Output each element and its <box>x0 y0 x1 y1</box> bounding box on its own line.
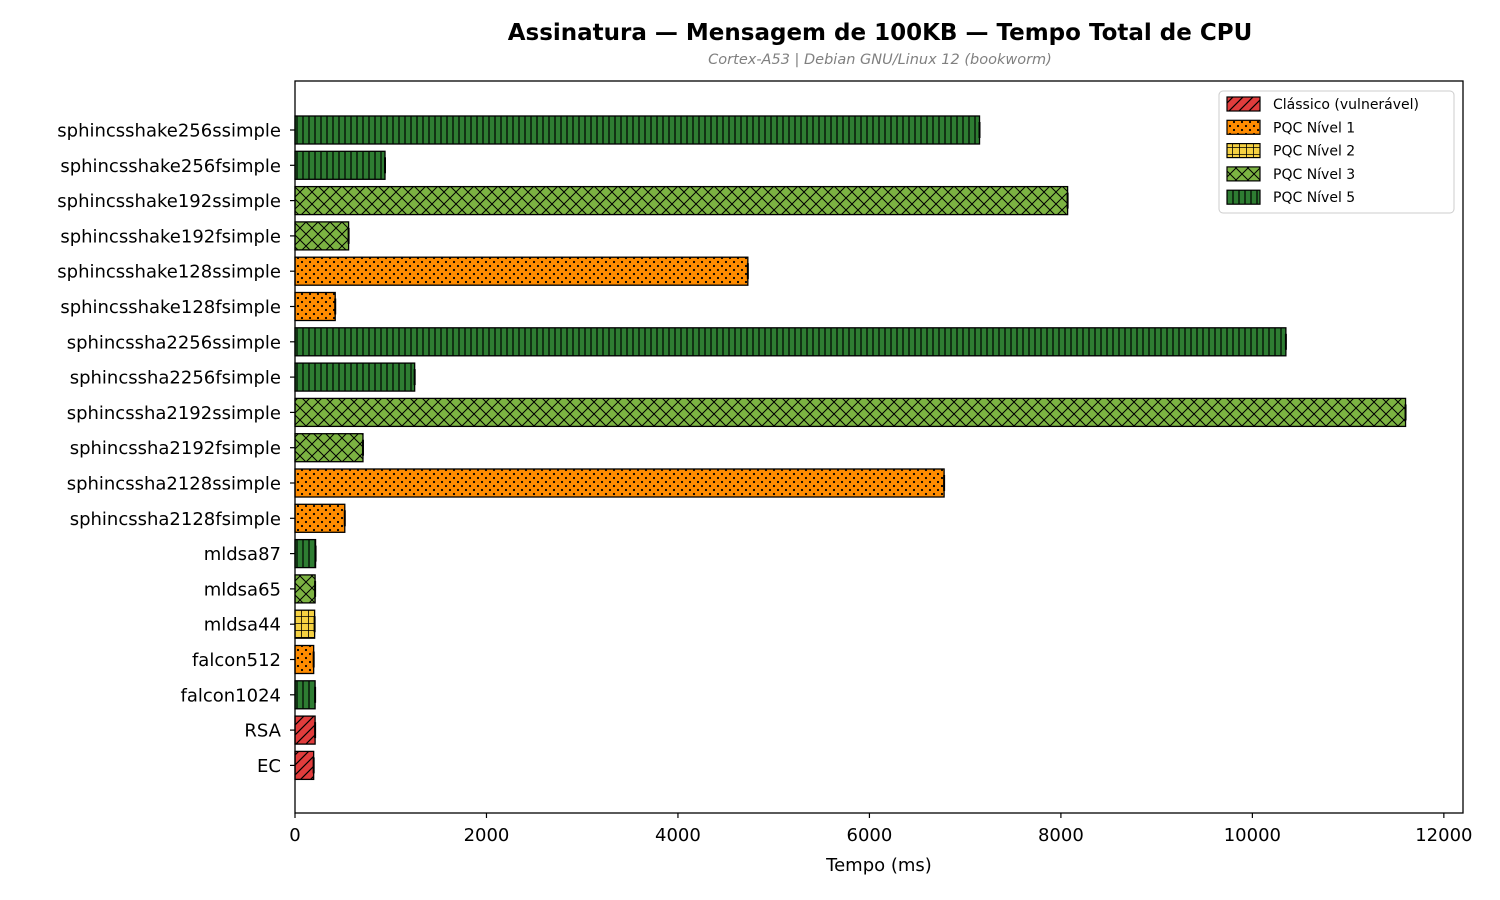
legend-swatch <box>1226 96 1261 112</box>
x-tick-label: 6000 <box>847 825 893 846</box>
y-tick-label: sphincssha2192ssimple <box>67 403 281 424</box>
x-tick-label: 4000 <box>655 825 701 846</box>
x-tick-label: 2000 <box>464 825 510 846</box>
x-tick-label: 8000 <box>1038 825 1084 846</box>
bar-sphincssha2256ssimple <box>294 327 1287 357</box>
x-tick-label: 0 <box>289 825 300 846</box>
y-tick-label: falcon512 <box>192 650 281 671</box>
x-tick-label: 10000 <box>1224 825 1281 846</box>
y-tick-label: mldsa87 <box>204 544 281 565</box>
y-tick-label: mldsa65 <box>204 579 281 600</box>
legend-label: PQC Nível 1 <box>1273 120 1355 136</box>
legend-label: PQC Nível 5 <box>1273 190 1355 206</box>
bar-sphincssha2128fsimple <box>294 503 346 533</box>
legend-swatch <box>1226 119 1261 135</box>
bar-falcon1024 <box>294 680 316 710</box>
bar-RSA <box>294 715 316 745</box>
legend-box <box>1218 90 1455 214</box>
y-tick-label: sphincsshake128ssimple <box>57 262 281 283</box>
y-tick-label: RSA <box>244 721 281 742</box>
legend-label: PQC Nível 2 <box>1273 144 1355 160</box>
y-tick-label: sphincssha2128ssimple <box>67 474 281 495</box>
chart-title: Assinatura — Mensagem de 100KB — Tempo T… <box>508 20 1253 46</box>
y-tick-label: sphincsshake256ssimple <box>57 121 281 142</box>
y-tick-label: falcon1024 <box>181 685 282 706</box>
bar-mldsa87 <box>294 538 317 569</box>
plot-frame <box>294 80 1464 814</box>
bar-sphincsshake128ssimple <box>294 256 749 286</box>
y-tick-label: sphincsshake192ssimple <box>57 191 281 212</box>
bar-sphincssha2192fsimple <box>294 433 364 463</box>
legend: Clássico (vulnerável) PQC Nível 1 PQC Níve… <box>1218 90 1455 214</box>
legend-label: PQC Nível 3 <box>1273 167 1355 183</box>
x-axis-label: Tempo (ms) <box>825 855 932 876</box>
chart-subtitle: Cortex-A53 | Debian GNU/Linux 12 (bookwo… <box>708 52 1052 68</box>
bar-sphincsshake256ssimple <box>294 115 981 145</box>
bar-sphincsshake128fsimple <box>294 291 336 322</box>
bar-sphincssha2192ssimple <box>294 397 1407 428</box>
y-tick-label: EC <box>257 756 281 777</box>
bar-mldsa65 <box>294 574 316 604</box>
bar-sphincsshake192ssimple <box>294 185 1069 216</box>
x-tick-label: 12000 <box>1415 825 1472 846</box>
legend-label: Clássico (vulnerável) <box>1273 97 1419 113</box>
bar-sphincssha2256fsimple <box>294 362 416 392</box>
bar-sphincsshake192fsimple <box>294 221 350 251</box>
legend-swatch <box>1226 166 1261 182</box>
bar-sphincssha2128ssimple <box>294 468 945 498</box>
y-tick-label: mldsa44 <box>204 615 281 636</box>
bar-mldsa44 <box>294 609 316 639</box>
legend-swatch <box>1226 189 1261 205</box>
bar-sphincsshake256fsimple <box>294 150 386 180</box>
y-tick-label: sphincssha2256fsimple <box>70 368 281 389</box>
legend-swatch <box>1226 143 1261 159</box>
y-tick-label: sphincsshake192fsimple <box>60 226 281 247</box>
y-tick-label: sphincssha2192fsimple <box>70 438 281 459</box>
y-tick-label: sphincssha2128fsimple <box>70 509 281 530</box>
y-tick-label: sphincsshake256fsimple <box>60 156 281 177</box>
bar-falcon512 <box>294 644 315 675</box>
bar-EC <box>294 750 315 781</box>
y-tick-label: sphincssha2256ssimple <box>67 332 281 353</box>
y-tick-label: sphincsshake128fsimple <box>60 297 281 318</box>
